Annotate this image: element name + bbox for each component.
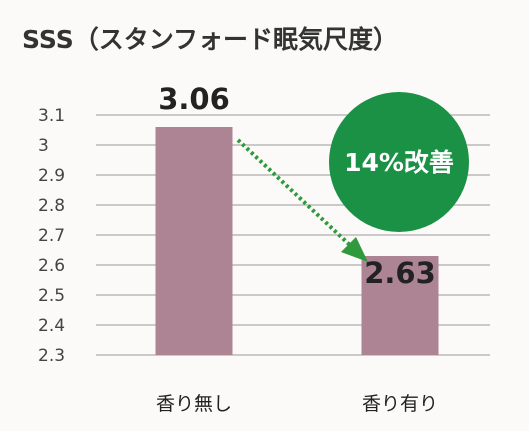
trend-arrow-head — [341, 237, 368, 262]
y-tick-label: 3 — [38, 136, 49, 156]
category-labels: 香り無し 香り有り — [156, 393, 438, 415]
y-tick-label: 2.5 — [38, 286, 65, 306]
improvement-badge: 14%改善 — [329, 92, 469, 232]
y-axis-ticks: 2.3 2.4 2.5 2.6 2.7 2.8 2.9 3 3.1 — [38, 106, 65, 366]
data-label: 3.06 — [158, 82, 230, 116]
category-label: 香り無し — [156, 393, 232, 415]
category-label: 香り有り — [362, 393, 438, 415]
y-tick-label: 2.3 — [38, 346, 65, 366]
value-labels: 3.06 2.63 — [158, 82, 436, 290]
bar-2 — [361, 256, 439, 355]
trend-arrow-line — [236, 138, 355, 250]
bars — [155, 127, 439, 355]
y-tick-label: 3.1 — [38, 106, 65, 126]
data-label: 2.63 — [364, 256, 436, 290]
bar-1 — [155, 127, 233, 355]
y-tick-label: 2.4 — [38, 316, 65, 336]
y-tick-label: 2.8 — [38, 196, 65, 216]
improvement-badge-label: 14%改善 — [344, 148, 454, 177]
improvement-badge-circle — [329, 92, 469, 232]
y-tick-label: 2.9 — [38, 166, 65, 186]
y-tick-label: 2.7 — [38, 226, 65, 246]
trend-arrow — [236, 138, 368, 262]
chart-title: SSS（スタンフォード眠気尺度） — [22, 25, 398, 54]
y-tick-label: 2.6 — [38, 256, 65, 276]
